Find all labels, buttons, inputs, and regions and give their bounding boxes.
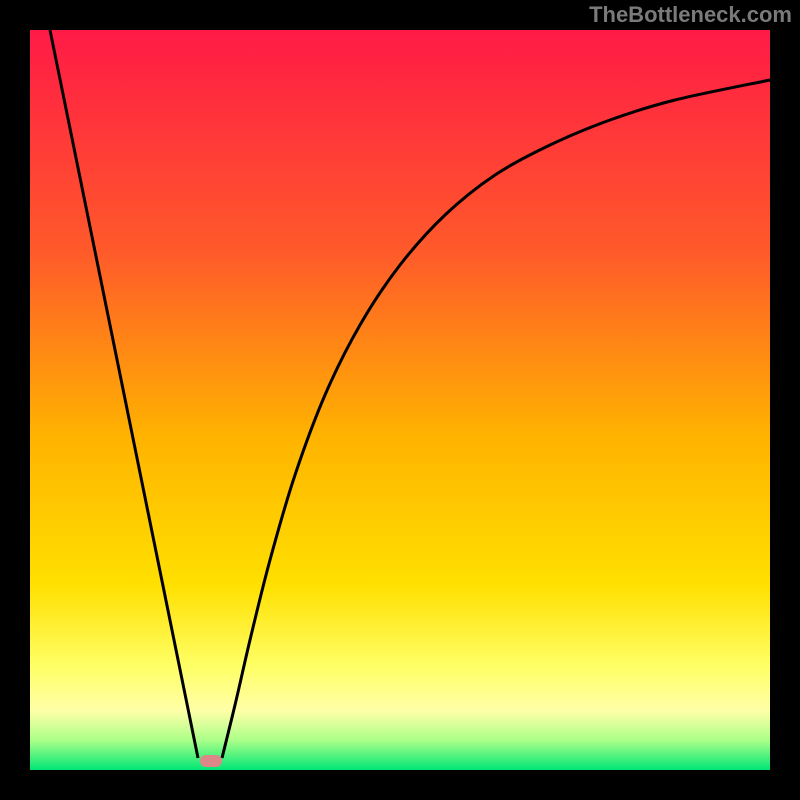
v-curve-left <box>50 30 198 758</box>
v-curve-right <box>222 80 770 758</box>
minimum-marker <box>200 755 222 767</box>
chart-container: TheBottleneck.com <box>0 0 800 800</box>
watermark-text: TheBottleneck.com <box>589 2 792 28</box>
curve-layer <box>0 0 800 800</box>
